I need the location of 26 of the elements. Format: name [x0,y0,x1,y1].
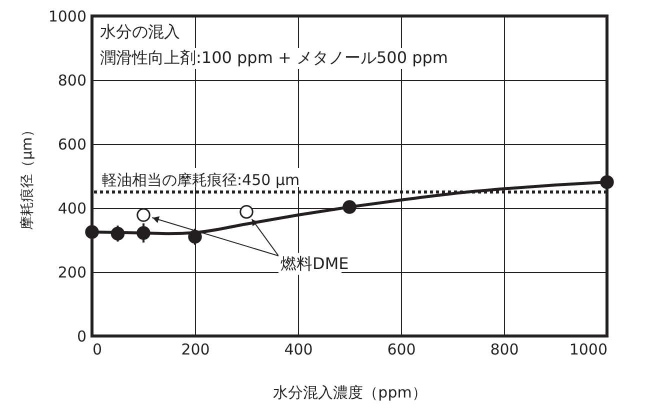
annotation: 潤滑性向上剤:100 ppm + メタノール500 ppm [100,48,448,67]
y-tick-label: 1000 [48,8,86,26]
point [600,175,614,189]
y-axis-title: 摩耗痕径（µm） [19,123,36,230]
annotation: 水分の混入 [100,22,180,41]
point [110,226,125,240]
x-tick-label: 1000 [569,340,608,358]
y-tick-label: 800 [58,72,86,90]
x-tick-label: 800 [490,340,519,358]
point [240,204,254,219]
y-tick-label: 400 [58,200,86,218]
point [85,225,99,239]
point [188,230,202,244]
y-tick-label: 600 [58,136,86,154]
point [342,200,356,214]
x-tick-label: 200 [181,340,210,358]
y-tick-label: 200 [58,264,86,282]
x-tick-label: 400 [284,340,313,358]
annotation: 燃料DME [280,254,349,273]
y-tick-label: 0 [76,328,86,346]
x-axis-title: 水分混入濃度（ppm） [273,384,427,402]
point [136,208,150,222]
x-tick-label: 0 [92,340,102,358]
point [136,226,150,240]
x-tick-label: 600 [387,340,416,358]
ref-line-label: 軽油相当の摩耗痕径:450 µm [102,171,300,189]
